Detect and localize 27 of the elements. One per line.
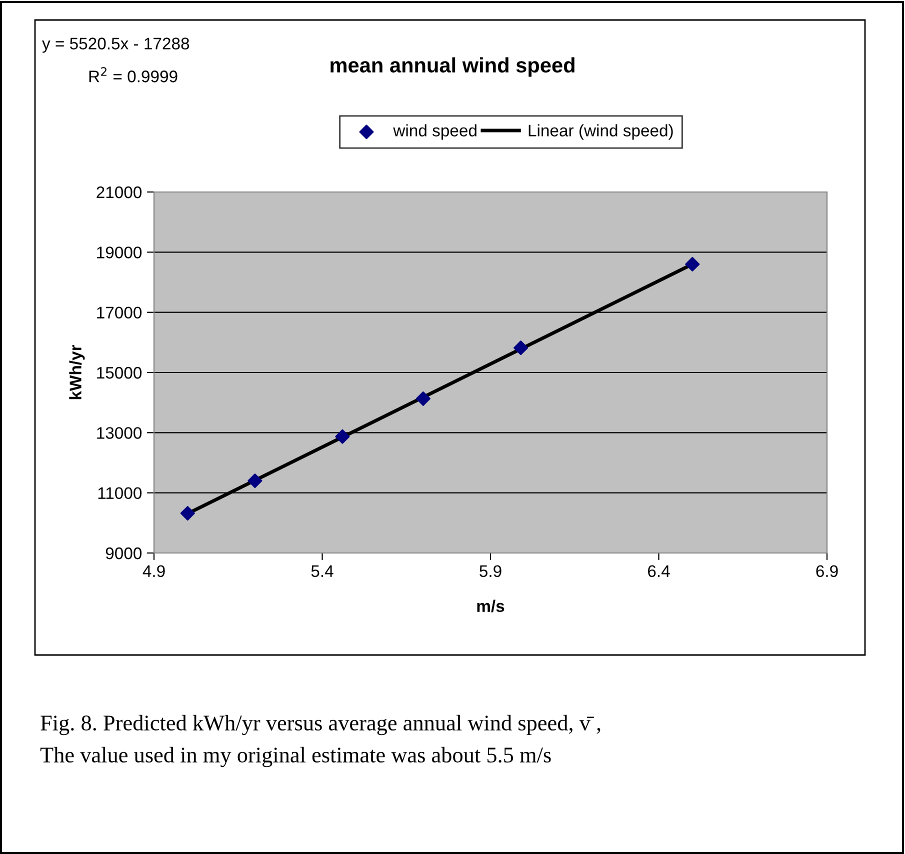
x-tick-label: 6.4 xyxy=(648,565,670,578)
caption: Fig. 8. Predicted kWh/yr versus average annual wind speed, v̄ , xyxy=(40,714,600,736)
legend-label: Linear (wind speed) xyxy=(528,124,673,140)
x-tick-label: 5.4 xyxy=(311,565,334,578)
y-tick-label: 15000 xyxy=(97,366,142,379)
text: y = 5520.5x - 17288 xyxy=(42,38,190,53)
point xyxy=(248,474,262,488)
chart-title: mean annual wind speed xyxy=(330,57,574,77)
x-axis-title: m/s xyxy=(477,600,504,612)
y-tick-label: 9000 xyxy=(106,547,142,560)
text: R$^{2}$ = 0.9999 xyxy=(89,67,178,82)
x-tick-label: 5.9 xyxy=(480,565,502,578)
y-tick-label: 17000 xyxy=(97,306,142,319)
y-axis-title: kWh/yr xyxy=(69,344,85,400)
point xyxy=(335,429,350,444)
point xyxy=(685,256,700,272)
y-tick-label: 19000 xyxy=(97,246,142,258)
text: The value used in my original estimate was about 5.5 m/s xyxy=(40,746,551,768)
point xyxy=(180,506,195,521)
point xyxy=(514,340,528,356)
y-tick-label: 21000 xyxy=(96,186,142,198)
point xyxy=(416,391,430,406)
y-tick-label: 11000 xyxy=(98,487,142,500)
legend-label: wind speed xyxy=(393,124,476,140)
y-tick-label: 13000 xyxy=(97,427,142,439)
x-tick-label: 6.9 xyxy=(816,565,838,578)
x-tick-label: 4.9 xyxy=(142,565,165,578)
